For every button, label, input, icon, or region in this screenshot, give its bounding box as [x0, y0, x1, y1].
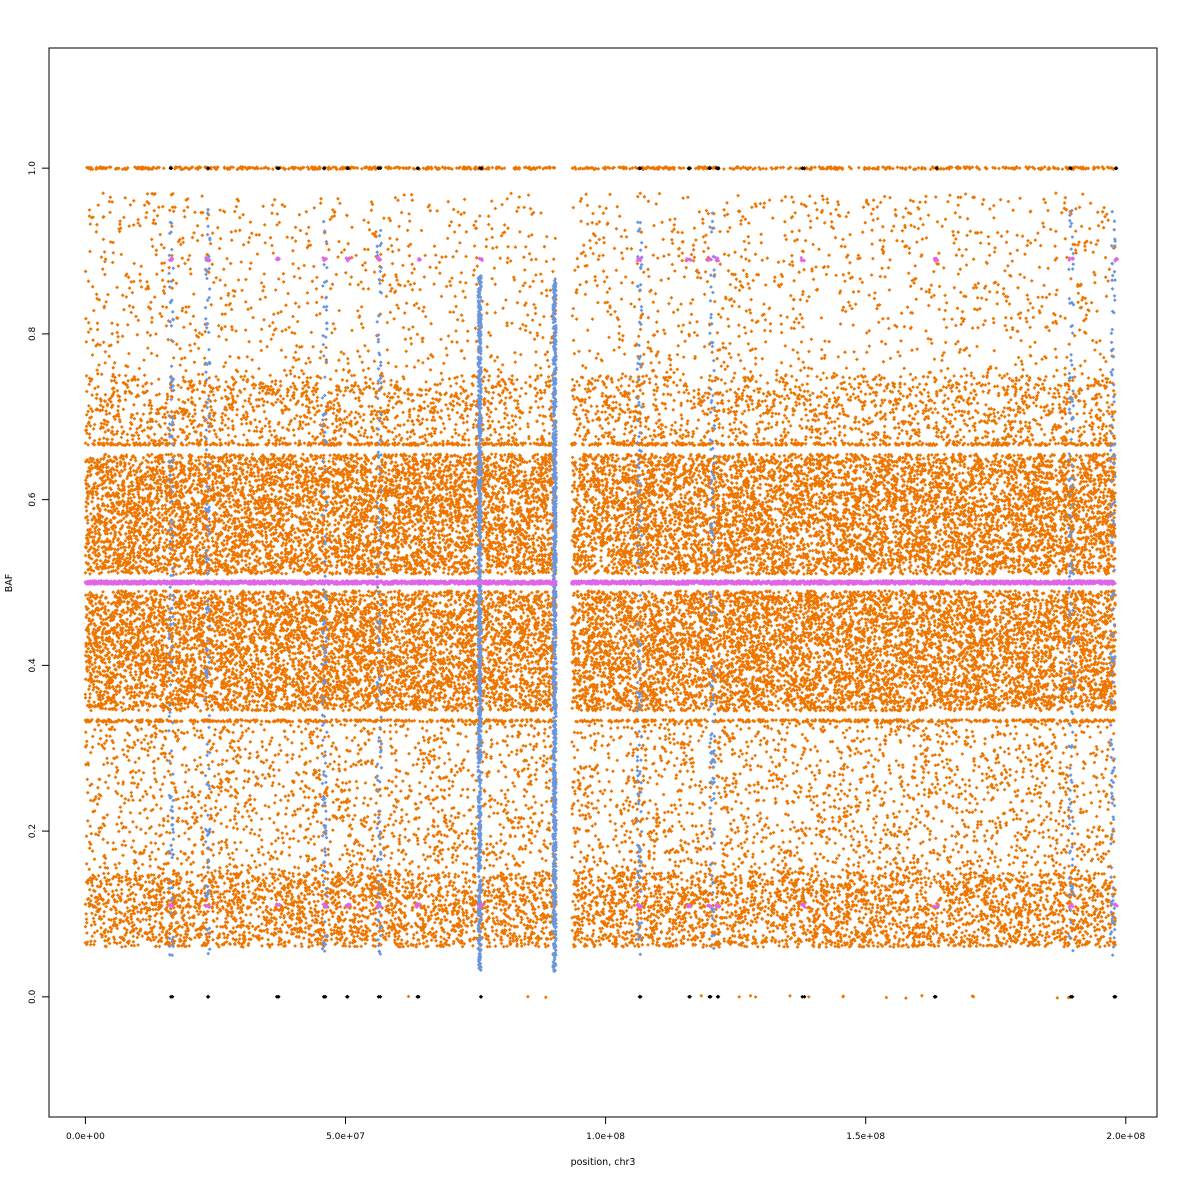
- y-tick-label: 0.8: [28, 326, 38, 341]
- orange-points: [83, 165, 1118, 1001]
- y-axis: 0.0 0.2 0.4 0.6 0.8 1.0: [28, 161, 50, 1004]
- y-tick-label: 1.0: [28, 161, 38, 176]
- y-axis-title: BAF: [4, 574, 15, 592]
- x-tick-label: 5.0e+07: [326, 1132, 365, 1142]
- y-tick-label: 0.6: [28, 492, 38, 507]
- y-tick-label: 0.0: [28, 989, 38, 1004]
- y-tick-label: 0.4: [28, 658, 38, 673]
- data-points: [83, 165, 1120, 1001]
- x-tick-label: 1.0e+08: [586, 1132, 625, 1142]
- x-axis-title: position, chr3: [571, 1157, 636, 1168]
- x-tick-label: 2.0e+08: [1106, 1132, 1145, 1142]
- y-tick-label: 0.2: [28, 824, 38, 838]
- x-axis: 0.0e+00 5.0e+07 1.0e+08 1.5e+08 2.0e+08: [66, 1116, 1145, 1142]
- magenta-points: [83, 255, 1120, 910]
- x-tick-label: 0.0e+00: [66, 1132, 105, 1142]
- x-tick-label: 1.5e+08: [846, 1132, 885, 1142]
